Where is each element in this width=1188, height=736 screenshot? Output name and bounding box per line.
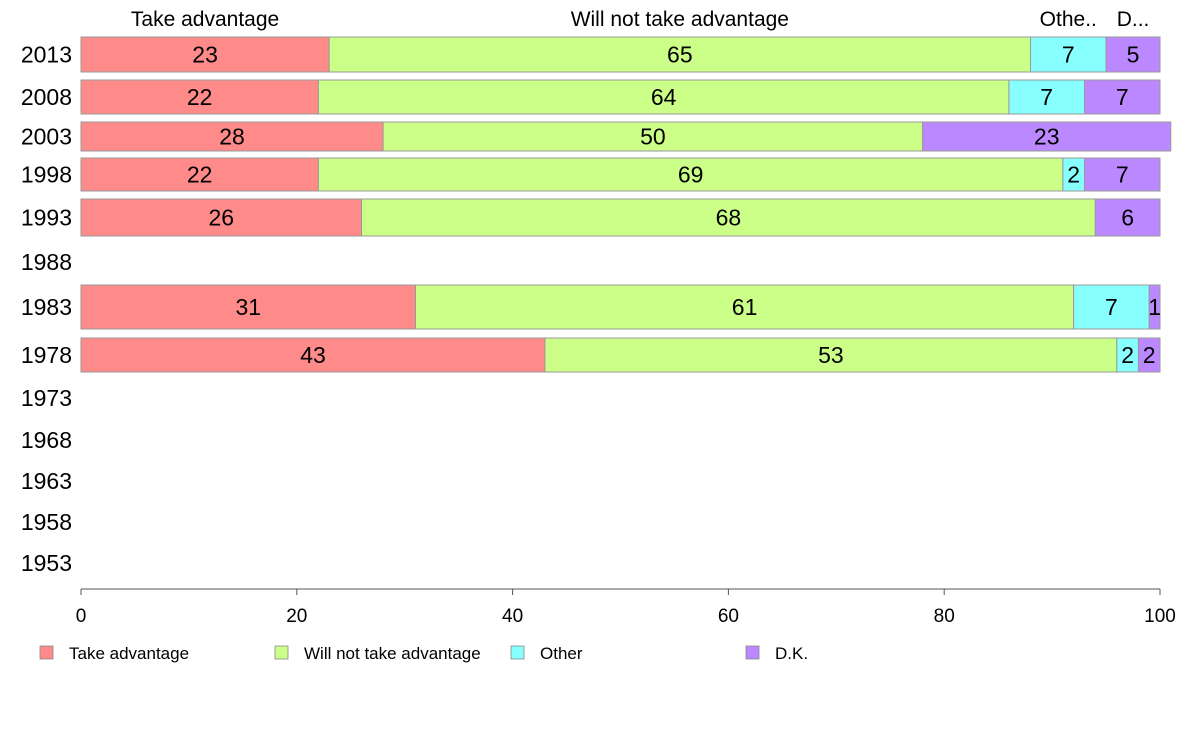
bar-label-2003-1: 50 — [640, 124, 666, 150]
bar-1978-1 — [544, 337, 1118, 373]
x-tick-label-60: 60 — [718, 606, 739, 627]
bar-label-2013-1: 65 — [667, 42, 693, 68]
bar-1983-1 — [414, 284, 1075, 330]
top-label-0: Take advantage — [131, 8, 279, 31]
y-label-1983: 1983 — [21, 294, 72, 320]
legend-label-3: D.K. — [775, 644, 808, 663]
y-label-1968: 1968 — [21, 427, 72, 453]
y-label-1953: 1953 — [21, 550, 72, 576]
bar-label-2008-2: 7 — [1040, 84, 1053, 110]
bar-1998-0 — [80, 157, 319, 192]
bar-label-2008-3: 7 — [1116, 84, 1129, 110]
bar-label-1998-2: 2 — [1067, 162, 1080, 188]
bar-2003-0 — [80, 121, 384, 152]
legend-label-2: Other — [540, 644, 583, 663]
bar-label-2008-1: 64 — [651, 84, 677, 110]
bar-label-2013-3: 5 — [1127, 42, 1140, 68]
y-label-1998: 1998 — [21, 162, 72, 188]
legend-swatch-2 — [510, 645, 525, 660]
bar-2003-1 — [382, 121, 924, 152]
y-label-2008: 2008 — [21, 84, 72, 110]
top-label-1: Will not take advantage — [571, 8, 789, 31]
bar-2013-3 — [1105, 36, 1161, 73]
bar-2008-3 — [1083, 79, 1161, 115]
bar-2013-2 — [1030, 36, 1107, 73]
bar-2013-0 — [80, 36, 330, 73]
y-label-1963: 1963 — [21, 468, 72, 494]
y-label-1978: 1978 — [21, 342, 72, 368]
bar-1983-0 — [80, 284, 416, 330]
x-axis: 0 20 40 60 80 100 — [76, 588, 1176, 627]
bar-1998-1 — [317, 157, 1064, 192]
bar-label-1983-2: 7 — [1105, 294, 1118, 320]
bar-label-1993-3: 6 — [1121, 205, 1134, 231]
bar-label-2003-3: 23 — [1034, 124, 1060, 150]
bar-label-1993-1: 68 — [716, 205, 742, 231]
bar-label-1983-0: 31 — [235, 294, 261, 320]
bar-2013-1 — [328, 36, 1032, 73]
bar-1983-3 — [1148, 284, 1161, 330]
bar-label-1978-1: 53 — [818, 342, 844, 368]
y-label-2003: 2003 — [21, 124, 72, 150]
bar-2008-0 — [80, 79, 319, 115]
bar-label-1983-3: 1 — [1148, 294, 1161, 320]
y-label-2013: 2013 — [21, 42, 72, 68]
legend-label-0: Take advantage — [69, 644, 189, 663]
y-axis-labels: 2013 2008 2003 1998 1993 1988 1983 1978 1973 1968… — [21, 42, 72, 577]
top-label-2: Othe.. — [1040, 8, 1097, 31]
x-tick-label-20: 20 — [286, 606, 307, 627]
legend: Take advantage Will not take advantage Oth… — [39, 644, 808, 663]
bar-label-1978-0: 43 — [300, 342, 326, 368]
legend-swatch-0 — [39, 645, 54, 660]
x-tick-label-80: 80 — [934, 606, 955, 627]
x-tick-label-40: 40 — [502, 606, 523, 627]
top-label-3: D... — [1117, 8, 1150, 31]
bar-label-1993-0: 26 — [208, 205, 234, 231]
x-tick-label-100: 100 — [1144, 606, 1176, 627]
y-label-1973: 1973 — [21, 385, 72, 411]
bar-2008-2 — [1008, 79, 1085, 115]
bar-1993-1 — [361, 198, 1096, 237]
bar-label-2013-2: 7 — [1062, 42, 1075, 68]
bar-label-1998-0: 22 — [187, 162, 213, 188]
legend-swatch-3 — [745, 645, 760, 660]
y-label-1988: 1988 — [21, 249, 72, 275]
bar-1978-3 — [1137, 337, 1161, 373]
bar-label-1998-3: 7 — [1116, 162, 1129, 188]
bar-label-1978-2: 2 — [1121, 342, 1134, 368]
bar-label-1983-1: 61 — [732, 294, 758, 320]
y-label-1993: 1993 — [21, 205, 72, 231]
legend-label-1: Will not take advantage — [304, 644, 481, 663]
bar-1993-0 — [80, 198, 363, 237]
bar-label-1998-1: 69 — [678, 162, 704, 188]
bar-1993-3 — [1094, 198, 1161, 237]
bar-label-2003-0: 28 — [219, 124, 245, 150]
bar-label-2013-0: 23 — [192, 42, 218, 68]
bar-label-1978-3: 2 — [1143, 342, 1156, 368]
bar-2003-3 — [922, 121, 1172, 152]
bar-label-2008-0: 22 — [187, 84, 213, 110]
bar-1998-3 — [1083, 157, 1161, 192]
x-tick-label-0: 0 — [76, 606, 87, 627]
legend-swatch-1 — [274, 645, 289, 660]
top-category-labels: Take advantage Will not take advantage Oth… — [131, 8, 1149, 31]
bar-2008-1 — [317, 79, 1010, 115]
y-label-1958: 1958 — [21, 509, 72, 535]
